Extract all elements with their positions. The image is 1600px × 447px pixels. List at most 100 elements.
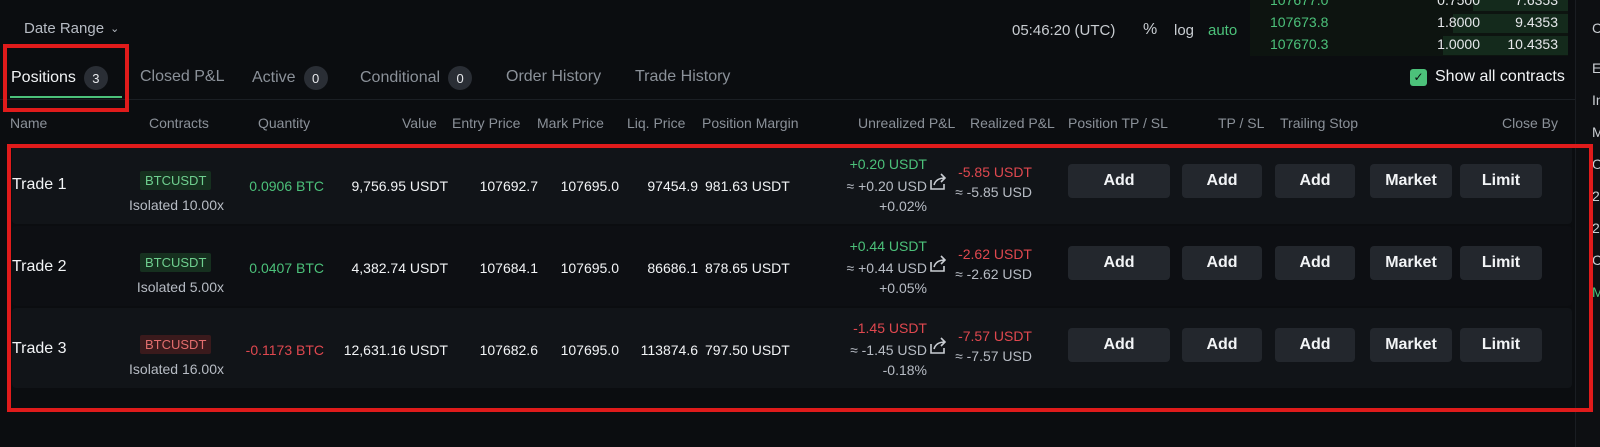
auto-scale-toggle[interactable]: auto [1208, 22, 1238, 39]
date-range-label: Date Range [24, 20, 105, 37]
entry-price: 107692.7 [479, 178, 538, 194]
close-market-button[interactable]: Market [1370, 164, 1452, 198]
orderbook-qty: 1.8000 [1437, 14, 1480, 30]
col-contracts: Contracts [149, 115, 209, 131]
checkmark-icon[interactable]: ✓ [1410, 68, 1427, 86]
close-limit-button[interactable]: Limit [1460, 328, 1542, 362]
close-limit-button[interactable]: Limit [1460, 246, 1542, 280]
unrealized-pnl-percent: -0.18% [882, 362, 927, 378]
orderbook-qty: 1.0000 [1437, 36, 1480, 52]
tab-trade-history[interactable]: Trade History [635, 68, 730, 86]
orderbook-total: 10.4353 [1507, 36, 1558, 52]
position-margin: 981.63 USDT [705, 178, 790, 194]
mark-price: 107695.0 [560, 260, 619, 276]
add-tpsl-button[interactable]: Add [1182, 164, 1262, 198]
realized-pnl-usd: ≈ -5.85 USD [955, 184, 1032, 200]
add-position-tpsl-button[interactable]: Add [1068, 246, 1170, 280]
chevron-down-icon: ⌄ [110, 23, 120, 35]
realized-pnl: -2.62 USDT [958, 246, 1032, 262]
margin-mode: Isolated 16.00x [129, 361, 224, 377]
realized-pnl-usd: ≈ -2.62 USD [955, 266, 1032, 282]
close-market-button[interactable]: Market [1370, 328, 1452, 362]
col-position-tpsl: Position TP / SL [1068, 115, 1168, 131]
unrealized-pnl: +0.20 USDT [849, 156, 927, 172]
share-icon[interactable] [928, 254, 948, 274]
positions-count-badge: 3 [83, 66, 108, 90]
sidebar-letter: M [1592, 284, 1600, 300]
add-trailing-stop-button[interactable]: Add [1275, 246, 1355, 280]
share-icon[interactable] [928, 172, 948, 192]
utc-clock: 05:46:20 (UTC) [1012, 22, 1116, 39]
tab-conditional[interactable]: Conditional 0 [360, 66, 473, 90]
margin-mode: Isolated 5.00x [136, 279, 224, 295]
add-trailing-stop-button[interactable]: Add [1275, 328, 1355, 362]
tab-closed-pnl[interactable]: Closed P&L [140, 68, 225, 86]
show-all-label: Show all contracts [1435, 68, 1565, 85]
col-unrealized-pnl: Unrealized P&L [858, 115, 956, 131]
add-position-tpsl-button[interactable]: Add [1068, 164, 1170, 198]
unrealized-pnl-usd: ≈ +0.20 USD [846, 178, 927, 194]
conditional-count-badge: 0 [448, 66, 473, 90]
contract-symbol-badge[interactable]: BTCUSDT [140, 253, 212, 272]
percent-toggle[interactable]: % [1143, 21, 1158, 38]
col-close-by: Close By [1502, 115, 1559, 131]
position-value: 12,631.16 USDT [343, 342, 448, 358]
right-sidebar: C E In M O 2 2 C M [1575, 0, 1600, 447]
liq-price: 97454.9 [647, 178, 698, 194]
orderbook-row[interactable]: 107673.8 1.8000 9.4353 [1250, 14, 1568, 34]
contract-symbol-badge[interactable]: BTCUSDT [140, 171, 212, 190]
sidebar-letter: M [1592, 124, 1600, 140]
contract-symbol-badge[interactable]: BTCUSDT [140, 335, 212, 354]
active-tab-indicator [10, 96, 122, 98]
positions-tabs: Positions 3 Closed P&L Active 0 Conditio… [0, 56, 1575, 100]
trade-name: Trade 3 [12, 340, 67, 357]
close-limit-button[interactable]: Limit [1460, 164, 1542, 198]
quantity: 0.0906 BTC [249, 178, 324, 194]
share-icon[interactable] [928, 336, 948, 356]
tab-order-history[interactable]: Order History [506, 68, 601, 86]
date-range-dropdown[interactable]: Date Range ⌄ [24, 20, 119, 37]
position-value: 4,382.74 USDT [351, 260, 449, 276]
unrealized-pnl-usd: ≈ +0.44 USD [846, 260, 927, 276]
position-row: Trade 1 BTCUSDT Isolated 10.00x 0.0906 B… [12, 144, 1572, 224]
sidebar-letter: In [1592, 92, 1600, 108]
orderbook-price: 107677.0 [1270, 0, 1329, 8]
show-all-contracts-toggle[interactable]: ✓ Show all contracts [1410, 68, 1565, 86]
realized-pnl-usd: ≈ -7.57 USD [955, 348, 1032, 364]
orderbook-row[interactable]: 107677.0 0.7500 7.6353 [1250, 0, 1568, 12]
add-tpsl-button[interactable]: Add [1182, 246, 1262, 280]
sidebar-letter: C [1592, 252, 1600, 268]
table-header: Name Contracts Quantity Value Entry Pric… [0, 102, 1575, 134]
add-position-tpsl-button[interactable]: Add [1068, 328, 1170, 362]
col-tpsl: TP / SL [1218, 115, 1265, 131]
sidebar-letter: O [1592, 156, 1600, 172]
unrealized-pnl: +0.44 USDT [849, 238, 927, 254]
tab-label: Positions [11, 69, 76, 86]
add-tpsl-button[interactable]: Add [1182, 328, 1262, 362]
orderbook-row[interactable]: 107670.3 1.0000 10.4353 [1250, 36, 1568, 56]
col-mark-price: Mark Price [537, 115, 604, 131]
trade-name: Trade 2 [12, 258, 67, 275]
close-market-button[interactable]: Market [1370, 246, 1452, 280]
position-row: Trade 3 BTCUSDT Isolated 16.00x -0.1173 … [12, 308, 1572, 388]
tab-label: Conditional [360, 69, 441, 86]
tab-positions[interactable]: Positions 3 [11, 66, 108, 90]
unrealized-pnl-usd: ≈ -1.45 USD [850, 342, 927, 358]
tab-label: Closed P&L [140, 68, 225, 85]
log-scale-toggle[interactable]: log [1174, 22, 1195, 39]
entry-price: 107682.6 [479, 342, 538, 358]
col-liq-price: Liq. Price [627, 115, 686, 131]
col-name: Name [10, 115, 48, 131]
sidebar-letter: E [1592, 60, 1600, 76]
col-trailing-stop: Trailing Stop [1280, 115, 1359, 131]
tab-label: Trade History [635, 68, 731, 85]
quantity: 0.0407 BTC [249, 260, 324, 276]
orderbook-price: 107673.8 [1270, 14, 1329, 30]
sidebar-letter: 2 [1592, 220, 1600, 236]
liq-price: 113874.6 [640, 342, 698, 358]
position-margin: 797.50 USDT [705, 342, 790, 358]
sidebar-letter: C [1592, 20, 1600, 36]
add-trailing-stop-button[interactable]: Add [1275, 164, 1355, 198]
unrealized-pnl-percent: +0.02% [879, 198, 927, 214]
tab-active[interactable]: Active 0 [252, 66, 328, 90]
